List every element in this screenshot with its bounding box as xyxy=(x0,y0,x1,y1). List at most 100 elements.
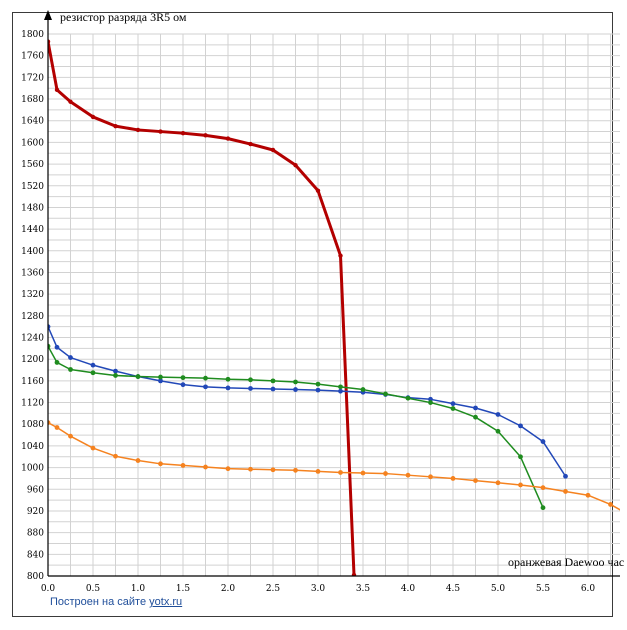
data-point xyxy=(383,391,388,397)
data-point xyxy=(622,510,627,515)
data-point xyxy=(540,505,546,511)
x-tick-label: 2.0 xyxy=(221,584,236,594)
data-point xyxy=(54,344,60,350)
data-point xyxy=(608,502,613,507)
data-point xyxy=(68,433,73,439)
grid xyxy=(47,33,620,577)
x-tick-label: 1.5 xyxy=(176,584,191,594)
data-point xyxy=(518,454,523,460)
data-point xyxy=(158,378,163,384)
series-2 xyxy=(48,343,546,511)
data-point xyxy=(293,387,298,392)
y-tick-label: 800 xyxy=(27,572,44,582)
data-point xyxy=(540,439,546,444)
y-tick-label: 1040 xyxy=(21,442,44,452)
data-point xyxy=(450,476,456,481)
x-tick-label: 5.5 xyxy=(536,584,551,594)
data-point xyxy=(135,458,141,463)
data-point xyxy=(270,378,276,384)
data-point xyxy=(248,386,253,391)
series-line xyxy=(48,41,356,575)
data-point xyxy=(495,412,501,417)
y-tick-label: 1600 xyxy=(21,138,44,148)
series-line xyxy=(48,345,544,509)
y-axis-title: резистор разряда 3R5 ом xyxy=(60,10,187,24)
x-tick-label: 4.5 xyxy=(446,584,461,594)
data-point xyxy=(518,423,523,429)
data-point xyxy=(54,425,60,430)
data-point xyxy=(473,405,478,411)
data-point xyxy=(158,129,163,134)
data-point xyxy=(405,395,411,401)
data-point xyxy=(270,147,276,153)
data-point xyxy=(495,480,501,486)
y-tick-label: 1680 xyxy=(21,95,44,105)
y-tick-label: 1320 xyxy=(21,290,44,300)
data-point xyxy=(450,401,456,407)
axes xyxy=(44,10,620,577)
data-point xyxy=(293,379,298,385)
x-tick-label: 1.0 xyxy=(131,584,146,594)
data-point xyxy=(315,381,321,387)
data-point xyxy=(158,374,163,380)
data-point xyxy=(180,130,186,136)
y-tick-label: 1160 xyxy=(21,377,44,387)
data-point xyxy=(293,467,298,473)
data-point xyxy=(270,386,276,392)
data-point xyxy=(338,384,343,390)
data-point xyxy=(540,485,546,491)
data-point xyxy=(54,87,60,93)
data-point xyxy=(270,467,276,473)
data-point xyxy=(68,355,73,360)
x-tick-label: 6.0 xyxy=(581,584,596,594)
credit-line: Построен на сайте yotx.ru xyxy=(50,596,182,608)
data-point xyxy=(203,384,208,390)
data-point xyxy=(113,453,118,459)
y-tick-label: 1720 xyxy=(21,73,44,83)
x-tick-label: 3.5 xyxy=(356,584,371,594)
x-tick-label: 0.5 xyxy=(86,584,101,594)
data-point xyxy=(585,492,591,498)
series-line xyxy=(48,421,620,511)
data-point xyxy=(405,472,411,478)
data-point xyxy=(68,367,73,372)
y-tick-label: 1800 xyxy=(21,30,44,40)
data-point xyxy=(180,463,186,468)
series-1 xyxy=(48,324,568,479)
series-0 xyxy=(48,39,357,576)
series-line xyxy=(48,326,567,477)
data-point xyxy=(248,141,253,147)
data-point xyxy=(248,466,253,472)
x-tick-label: 3.0 xyxy=(311,584,326,594)
y-tick-label: 960 xyxy=(27,485,44,495)
data-point xyxy=(225,136,231,141)
data-point xyxy=(113,123,118,129)
y-tick-label: 1520 xyxy=(21,182,44,192)
y-tick-label: 920 xyxy=(27,507,44,517)
data-point xyxy=(90,114,96,120)
data-point xyxy=(338,388,343,394)
data-point xyxy=(351,572,357,576)
data-point xyxy=(473,414,478,420)
credit-prefix: Построен на сайте xyxy=(50,596,147,608)
data-point xyxy=(158,461,163,467)
data-point xyxy=(315,387,321,393)
y-tick-label: 840 xyxy=(27,550,44,560)
data-point xyxy=(113,373,118,378)
y-tick-label: 1200 xyxy=(21,355,44,365)
credit-link[interactable]: yotx.ru xyxy=(149,596,183,608)
data-point xyxy=(113,368,118,374)
x-tick-label: 2.5 xyxy=(266,584,281,594)
y-tick-label: 1280 xyxy=(21,312,44,322)
data-point xyxy=(563,473,568,479)
data-point xyxy=(428,400,433,405)
data-point xyxy=(203,133,208,138)
y-tick-label: 1640 xyxy=(21,117,44,127)
y-tick-label: 1480 xyxy=(21,203,44,213)
x-tick-label: 4.0 xyxy=(401,584,416,594)
data-point xyxy=(90,445,96,451)
y-tick-label: 1760 xyxy=(21,52,44,62)
data-point xyxy=(248,377,253,383)
y-tick-label: 1120 xyxy=(21,399,44,409)
